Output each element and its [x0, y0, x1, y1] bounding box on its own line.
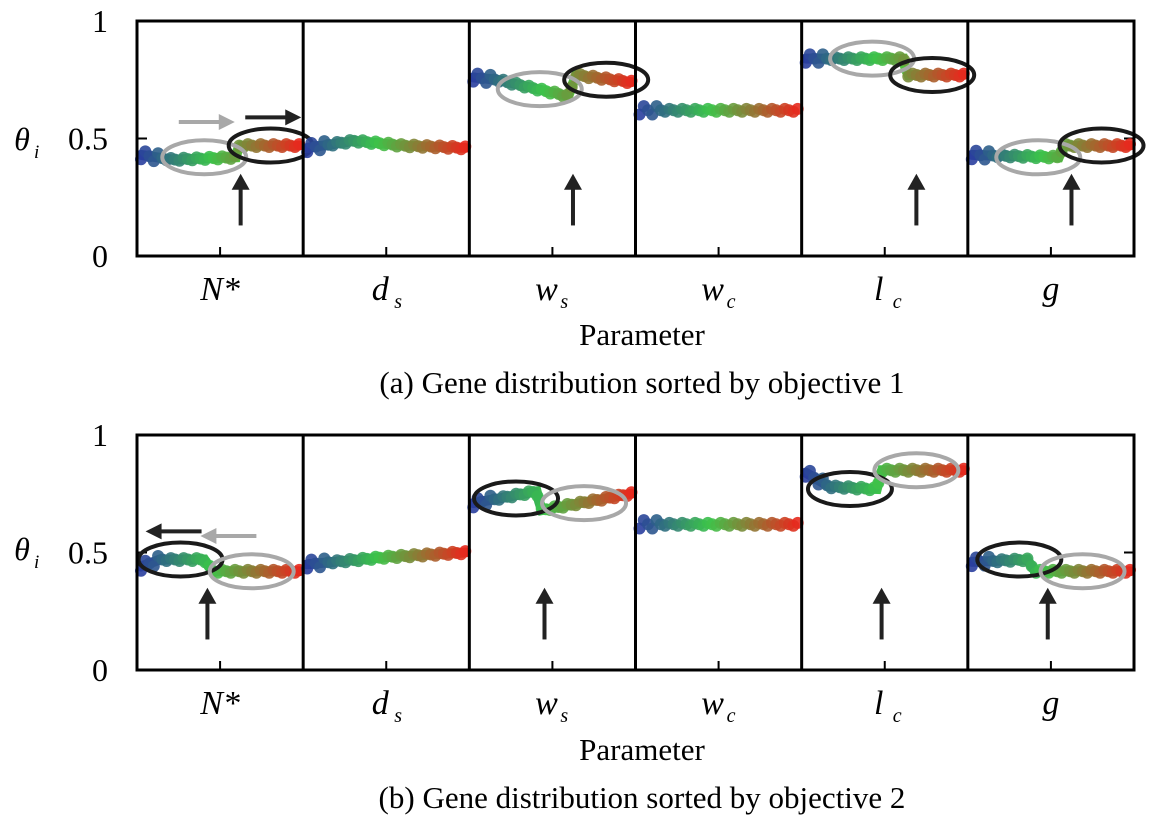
y-tick-label: 0.5 [68, 535, 108, 571]
x-axis-title: Parameter [579, 732, 705, 767]
x-tick-label: l [874, 685, 883, 722]
arrow-head-icon [218, 114, 235, 131]
gray-ellipse [1038, 552, 1127, 591]
arrow-head-icon [535, 587, 554, 604]
panel-5 [799, 39, 977, 226]
x-tick-label: l [874, 271, 883, 308]
y-tick-label: 0.5 [68, 121, 108, 157]
y-axis-title-subscript: i [34, 142, 39, 163]
x-tick-label: d [372, 685, 390, 722]
x-tick-label-subscript: s [560, 705, 568, 727]
x-tick-label: w [535, 271, 558, 308]
arrow-head-icon [907, 173, 926, 190]
y-axis-title: θ [14, 121, 30, 157]
chart-caption: (a) Gene distribution sorted by objectiv… [379, 365, 904, 400]
x-tick-label-subscript: c [893, 705, 902, 727]
arrow-head-icon [285, 109, 302, 126]
chart-caption: (b) Gene distribution sorted by objectiv… [379, 780, 906, 815]
y-tick-label: 1 [92, 3, 108, 39]
black-ellipse [805, 470, 894, 509]
x-tick-label: d [372, 271, 390, 308]
gray-ellipse [540, 484, 629, 523]
arrow-head-icon [1038, 587, 1057, 604]
arrow-head-icon [872, 587, 891, 604]
x-tick-label: w [701, 271, 724, 308]
plot-frame [135, 19, 1136, 258]
panel-6 [965, 126, 1146, 226]
x-tick-label-subscript: c [727, 291, 736, 313]
gray-ellipse [872, 451, 961, 490]
gene-point [147, 560, 160, 573]
plot-frame [135, 433, 1136, 672]
black-ellipse [888, 56, 977, 95]
arrow-head-icon [1062, 173, 1081, 190]
panel-2 [301, 545, 472, 575]
x-tick-label: N* [199, 271, 240, 308]
x-tick-label-subscript: s [394, 705, 402, 727]
panel-1 [135, 109, 315, 226]
x-tick-label-subscript: s [394, 291, 402, 313]
x-tick-label-subscript: s [560, 291, 568, 313]
panel-1 [135, 523, 306, 640]
black-ellipse [472, 479, 561, 518]
panel-3 [467, 60, 651, 226]
x-tick-label: w [535, 685, 558, 722]
panel-4 [633, 100, 804, 121]
panel-6 [965, 540, 1136, 640]
panel-4 [633, 514, 804, 535]
gray-ellipse [160, 138, 249, 177]
y-tick-label: 1 [92, 417, 108, 453]
gene-point [314, 144, 326, 157]
panel-5 [799, 451, 970, 640]
y-tick-label: 0 [92, 652, 108, 688]
panel-3 [467, 479, 638, 640]
black-ellipse [562, 60, 651, 99]
gray-ellipse [207, 552, 296, 591]
chart-objective-2: θ i Parameter (b) Gene distribution sort… [14, 417, 1136, 815]
y-axis-title-subscript: i [34, 552, 39, 573]
x-tick-label: N* [199, 685, 240, 722]
arrow-head-icon [200, 528, 217, 545]
arrow-head-icon [231, 173, 250, 190]
y-tick-label: 0 [92, 238, 108, 274]
chart-objective-1: θ i Parameter (a) Gene distribution sort… [14, 3, 1146, 400]
x-axis-title: Parameter [579, 317, 705, 352]
panel-2 [301, 134, 472, 159]
x-tick-label: w [701, 685, 724, 722]
x-tick-label: g [1042, 271, 1059, 308]
gene-point [531, 490, 544, 503]
arrow-head-icon [145, 523, 162, 540]
x-tick-label-subscript: c [893, 291, 902, 313]
black-ellipse [1057, 126, 1146, 165]
x-tick-label-subscript: c [727, 705, 736, 727]
gray-ellipse [495, 70, 584, 109]
x-tick-label: g [1042, 685, 1059, 722]
arrow-head-icon [198, 587, 217, 604]
y-axis-title: θ [14, 531, 30, 567]
black-ellipse [975, 540, 1064, 579]
arrow-head-icon [563, 173, 582, 190]
gray-ellipse [994, 138, 1083, 177]
